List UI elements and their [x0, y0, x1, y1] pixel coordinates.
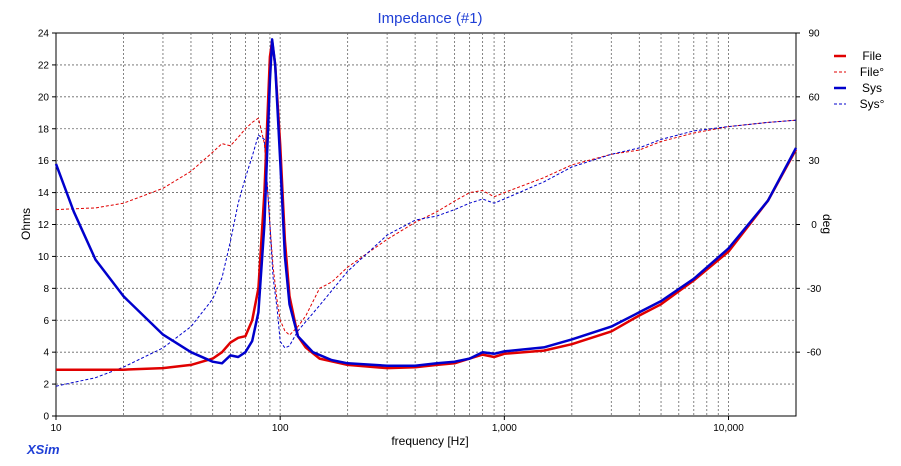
legend-label: Sys°: [860, 97, 885, 111]
legend-label: File°: [860, 65, 884, 79]
x-tick-label: 10,000: [713, 423, 744, 434]
x-tick-label: 1,000: [492, 423, 517, 434]
y-tick-label: 18: [38, 124, 50, 135]
y2-tick-label: 30: [808, 156, 820, 167]
legend-label: File: [862, 49, 882, 63]
y-tick-label: 8: [43, 284, 49, 295]
y-tick-label: 20: [38, 92, 50, 103]
y-tick-label: 12: [38, 220, 50, 231]
y2-axis-title: deg: [820, 214, 834, 234]
y-tick-label: 10: [38, 252, 50, 263]
legend: File File° Sys Sys°: [834, 49, 885, 111]
x-axis-ticks: 10 100 1,000 10,000: [50, 416, 744, 434]
y-tick-label: 16: [38, 156, 50, 167]
right-axis-ticks: -60 -30 0 30 60 90: [796, 29, 822, 359]
series-line-sys: [54, 38, 798, 367]
xsim-logo: XSim: [26, 442, 60, 457]
y-tick-label: 2: [43, 380, 49, 391]
x-axis-title: frequency [Hz]: [391, 434, 468, 448]
chart-title: Impedance (#1): [377, 10, 482, 27]
x-tick-label: 10: [50, 423, 62, 434]
y-tick-label: 22: [38, 60, 50, 71]
series-lines: [54, 38, 798, 387]
y2-tick-label: -60: [807, 348, 822, 359]
y2-tick-label: 60: [808, 92, 820, 103]
y-tick-label: 24: [38, 29, 50, 40]
y-axis-title: Ohms: [19, 208, 33, 240]
series-line-file-phase: [55, 117, 797, 336]
legend-label: Sys: [862, 81, 882, 95]
y-tick-label: 4: [43, 348, 49, 359]
x-tick-label: 100: [272, 423, 289, 434]
y2-tick-label: 0: [811, 220, 817, 231]
y-tick-label: 6: [43, 316, 49, 327]
y-tick-label: 0: [43, 412, 49, 423]
series-line-file: [56, 39, 798, 371]
grid-lines: [56, 33, 796, 416]
y2-tick-label: -30: [807, 284, 822, 295]
y-tick-label: 14: [38, 188, 50, 199]
y2-tick-label: 90: [808, 29, 820, 40]
